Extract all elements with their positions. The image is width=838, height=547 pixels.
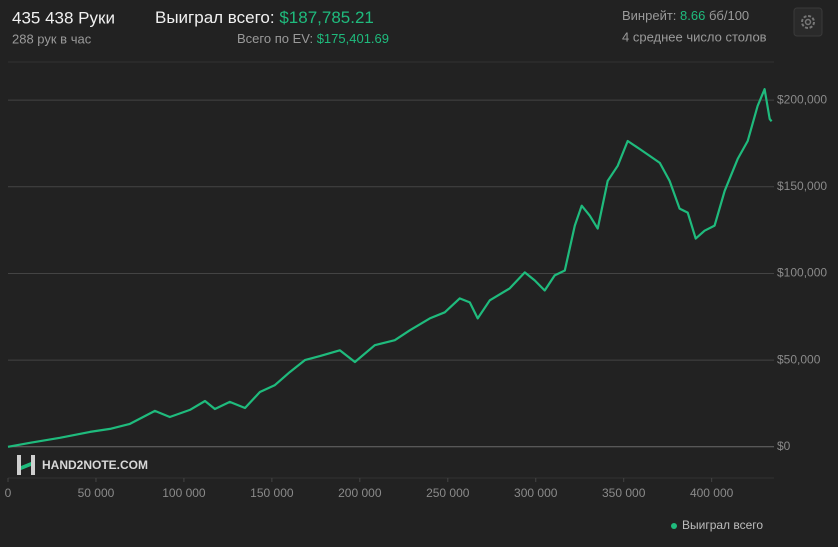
ev-total: Всего по EV: $175,401.69 [237,31,389,46]
won-label: Выиграл всего: [155,8,275,27]
x-tick-label: 200 000 [338,486,382,500]
ev-label: Всего по EV: [237,31,313,46]
won-value: $187,785.21 [279,8,374,27]
legend-marker [671,523,677,529]
y-tick-label: $150,000 [777,179,827,193]
tables: 4 среднее число столов [622,29,767,44]
line [7,88,773,448]
legend-label: Выиграл всего [682,518,763,532]
y-tick-label: $200,000 [777,92,827,106]
winrate-value: 8.66 [680,8,705,23]
y-tick-label: $100,000 [777,266,827,280]
won-total: Выиграл всего: $187,785.21 [155,8,374,27]
logo: HAND2NOTE.COM [17,455,148,475]
winrate-unit: бб/100 [709,8,749,23]
settings-button[interactable] [793,7,823,37]
hands-per-hour: 288 рук в час [12,31,92,46]
x-tick-label: 400 000 [690,486,734,500]
logo-text: HAND2NOTE.COM [42,458,148,472]
winrate-label: Винрейт: [622,8,676,23]
y-tick-label: $50,000 [777,352,821,366]
hands: 435 438 Руки [12,8,115,27]
y-tick-label: $0 [777,439,791,453]
x-tick-label: 300 000 [514,486,558,500]
ev-value: $175,401.69 [317,31,389,46]
x-tick-label: 350 000 [602,486,646,500]
x-tick-label: 100 000 [162,486,206,500]
x-tick-label: 250 000 [426,486,470,500]
x-tick-label: 50 000 [78,486,115,500]
x-tick-label: 150 000 [250,486,294,500]
winrate: Винрейт: 8.66 бб/100 [622,8,749,23]
x-tick-label: 0 [5,486,12,500]
